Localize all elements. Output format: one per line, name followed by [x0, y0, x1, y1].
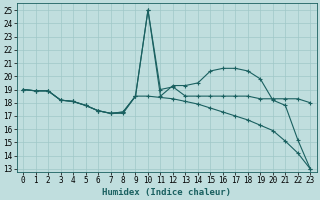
X-axis label: Humidex (Indice chaleur): Humidex (Indice chaleur)	[102, 188, 231, 197]
